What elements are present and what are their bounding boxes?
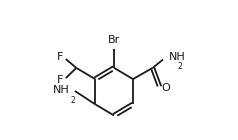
Text: NH: NH (53, 85, 69, 95)
Text: F: F (57, 75, 63, 85)
Text: 2: 2 (70, 96, 75, 105)
Text: 2: 2 (177, 62, 182, 71)
Text: Br: Br (108, 35, 120, 45)
Text: F: F (57, 52, 63, 62)
Text: O: O (161, 82, 170, 93)
Text: NH: NH (169, 52, 185, 62)
